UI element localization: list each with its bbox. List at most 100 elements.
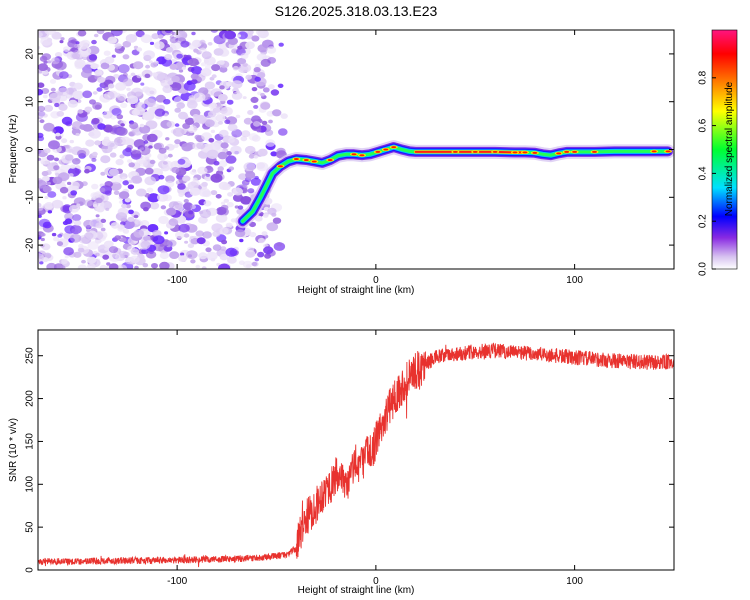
- x-tick-label: 100: [566, 275, 583, 286]
- noise-blob: [140, 34, 153, 44]
- noise-blob: [52, 176, 63, 185]
- noise-blob: [122, 228, 130, 234]
- ridge-hotspot-core: [572, 150, 578, 153]
- noise-blob: [278, 42, 284, 47]
- noise-blob: [38, 180, 47, 189]
- noise-blob: [73, 220, 82, 227]
- noise-blob: [133, 229, 144, 238]
- noise-blob: [86, 228, 91, 232]
- noise-blob: [68, 205, 80, 213]
- noise-blob: [125, 147, 132, 153]
- noise-blob: [110, 222, 120, 229]
- noise-blob: [54, 102, 60, 108]
- noise-blob: [99, 93, 111, 103]
- noise-blob: [58, 94, 68, 102]
- noise-blob: [206, 149, 219, 159]
- noise-blob: [217, 166, 224, 172]
- noise-blob: [77, 109, 84, 114]
- noise-blob: [115, 82, 127, 91]
- ridge-hotspot-core: [512, 151, 518, 154]
- noise-blob: [95, 214, 100, 218]
- noise-blob: [143, 50, 156, 60]
- noise-blob: [91, 117, 100, 125]
- noise-blob: [149, 159, 156, 165]
- noise-blob: [164, 30, 173, 34]
- noise-blob: [103, 50, 111, 56]
- y-tick-label: 200: [25, 390, 36, 407]
- noise-blob: [256, 128, 262, 133]
- noise-blob: [108, 168, 119, 177]
- noise-blob: [130, 72, 136, 77]
- noise-blob: [212, 230, 221, 237]
- noise-blob: [70, 164, 76, 169]
- noise-blob: [191, 39, 202, 48]
- noise-blob: [207, 42, 213, 46]
- noise-blob: [224, 30, 236, 40]
- noise-blob: [242, 62, 248, 67]
- noise-blob: [135, 30, 145, 38]
- ridge-band: [241, 145, 670, 223]
- noise-blob: [257, 72, 266, 79]
- noise-blob: [142, 263, 149, 268]
- noise-blob: [187, 243, 195, 249]
- noise-blob: [102, 254, 110, 260]
- noise-blob: [234, 229, 246, 238]
- noise-blob: [70, 190, 78, 196]
- noise-blob: [176, 102, 185, 109]
- noise-blob: [206, 251, 218, 261]
- noise-blob: [116, 138, 123, 144]
- noise-blob: [182, 175, 191, 182]
- y-tick-label: 10: [25, 96, 36, 108]
- noise-blob: [256, 30, 265, 36]
- noise-blob: [47, 210, 53, 214]
- noise-blob: [245, 171, 256, 179]
- noise-blob: [92, 151, 98, 157]
- noise-blob: [178, 69, 184, 73]
- noise-blob: [253, 67, 261, 73]
- noise-blob: [165, 47, 174, 53]
- noise-blob: [88, 54, 98, 61]
- noise-blob: [57, 87, 70, 97]
- x-tick-label: -100: [167, 576, 187, 587]
- noise-blob: [92, 102, 103, 110]
- noise-blob: [210, 88, 222, 97]
- noise-blob: [207, 110, 217, 118]
- noise-blob: [99, 264, 108, 269]
- noise-blob: [219, 227, 229, 235]
- noise-blob: [204, 81, 216, 90]
- noise-blob: [64, 212, 74, 221]
- noise-blob: [182, 123, 191, 129]
- noise-blob: [220, 142, 229, 149]
- noise-blob: [100, 155, 111, 164]
- noise-blob: [226, 201, 234, 208]
- colorbar-ticks: 0.0 0.2 0.4 0.6 0.8: [698, 70, 716, 276]
- noise-blob: [149, 41, 155, 46]
- noise-blob: [74, 44, 79, 48]
- noise-blob: [267, 57, 277, 64]
- noise-blob: [96, 206, 105, 213]
- noise-blob: [167, 80, 174, 85]
- noise-blob: [227, 256, 237, 264]
- colorbar-frame: [711, 29, 738, 270]
- noise-blob: [237, 205, 244, 210]
- noise-blob: [157, 185, 170, 195]
- noise-blob: [244, 145, 256, 155]
- noise-blob: [102, 111, 113, 119]
- noise-blob: [88, 129, 101, 139]
- noise-blob: [218, 121, 223, 125]
- ridge-hotspot-core: [327, 159, 333, 162]
- noise-blob: [183, 233, 190, 238]
- noise-blob: [129, 121, 139, 130]
- noise-blob: [202, 190, 212, 198]
- noise-blob: [39, 261, 44, 265]
- noise-blob: [262, 213, 269, 218]
- noise-blob: [38, 253, 44, 262]
- noise-blob: [61, 116, 73, 125]
- noise-blob: [213, 160, 220, 166]
- noise-blob: [154, 108, 166, 117]
- noise-blob: [87, 263, 96, 269]
- noise-blob: [64, 218, 73, 225]
- noise-blob: [231, 91, 243, 100]
- noise-blob: [180, 252, 185, 256]
- ridge-hotspot-core: [351, 153, 357, 156]
